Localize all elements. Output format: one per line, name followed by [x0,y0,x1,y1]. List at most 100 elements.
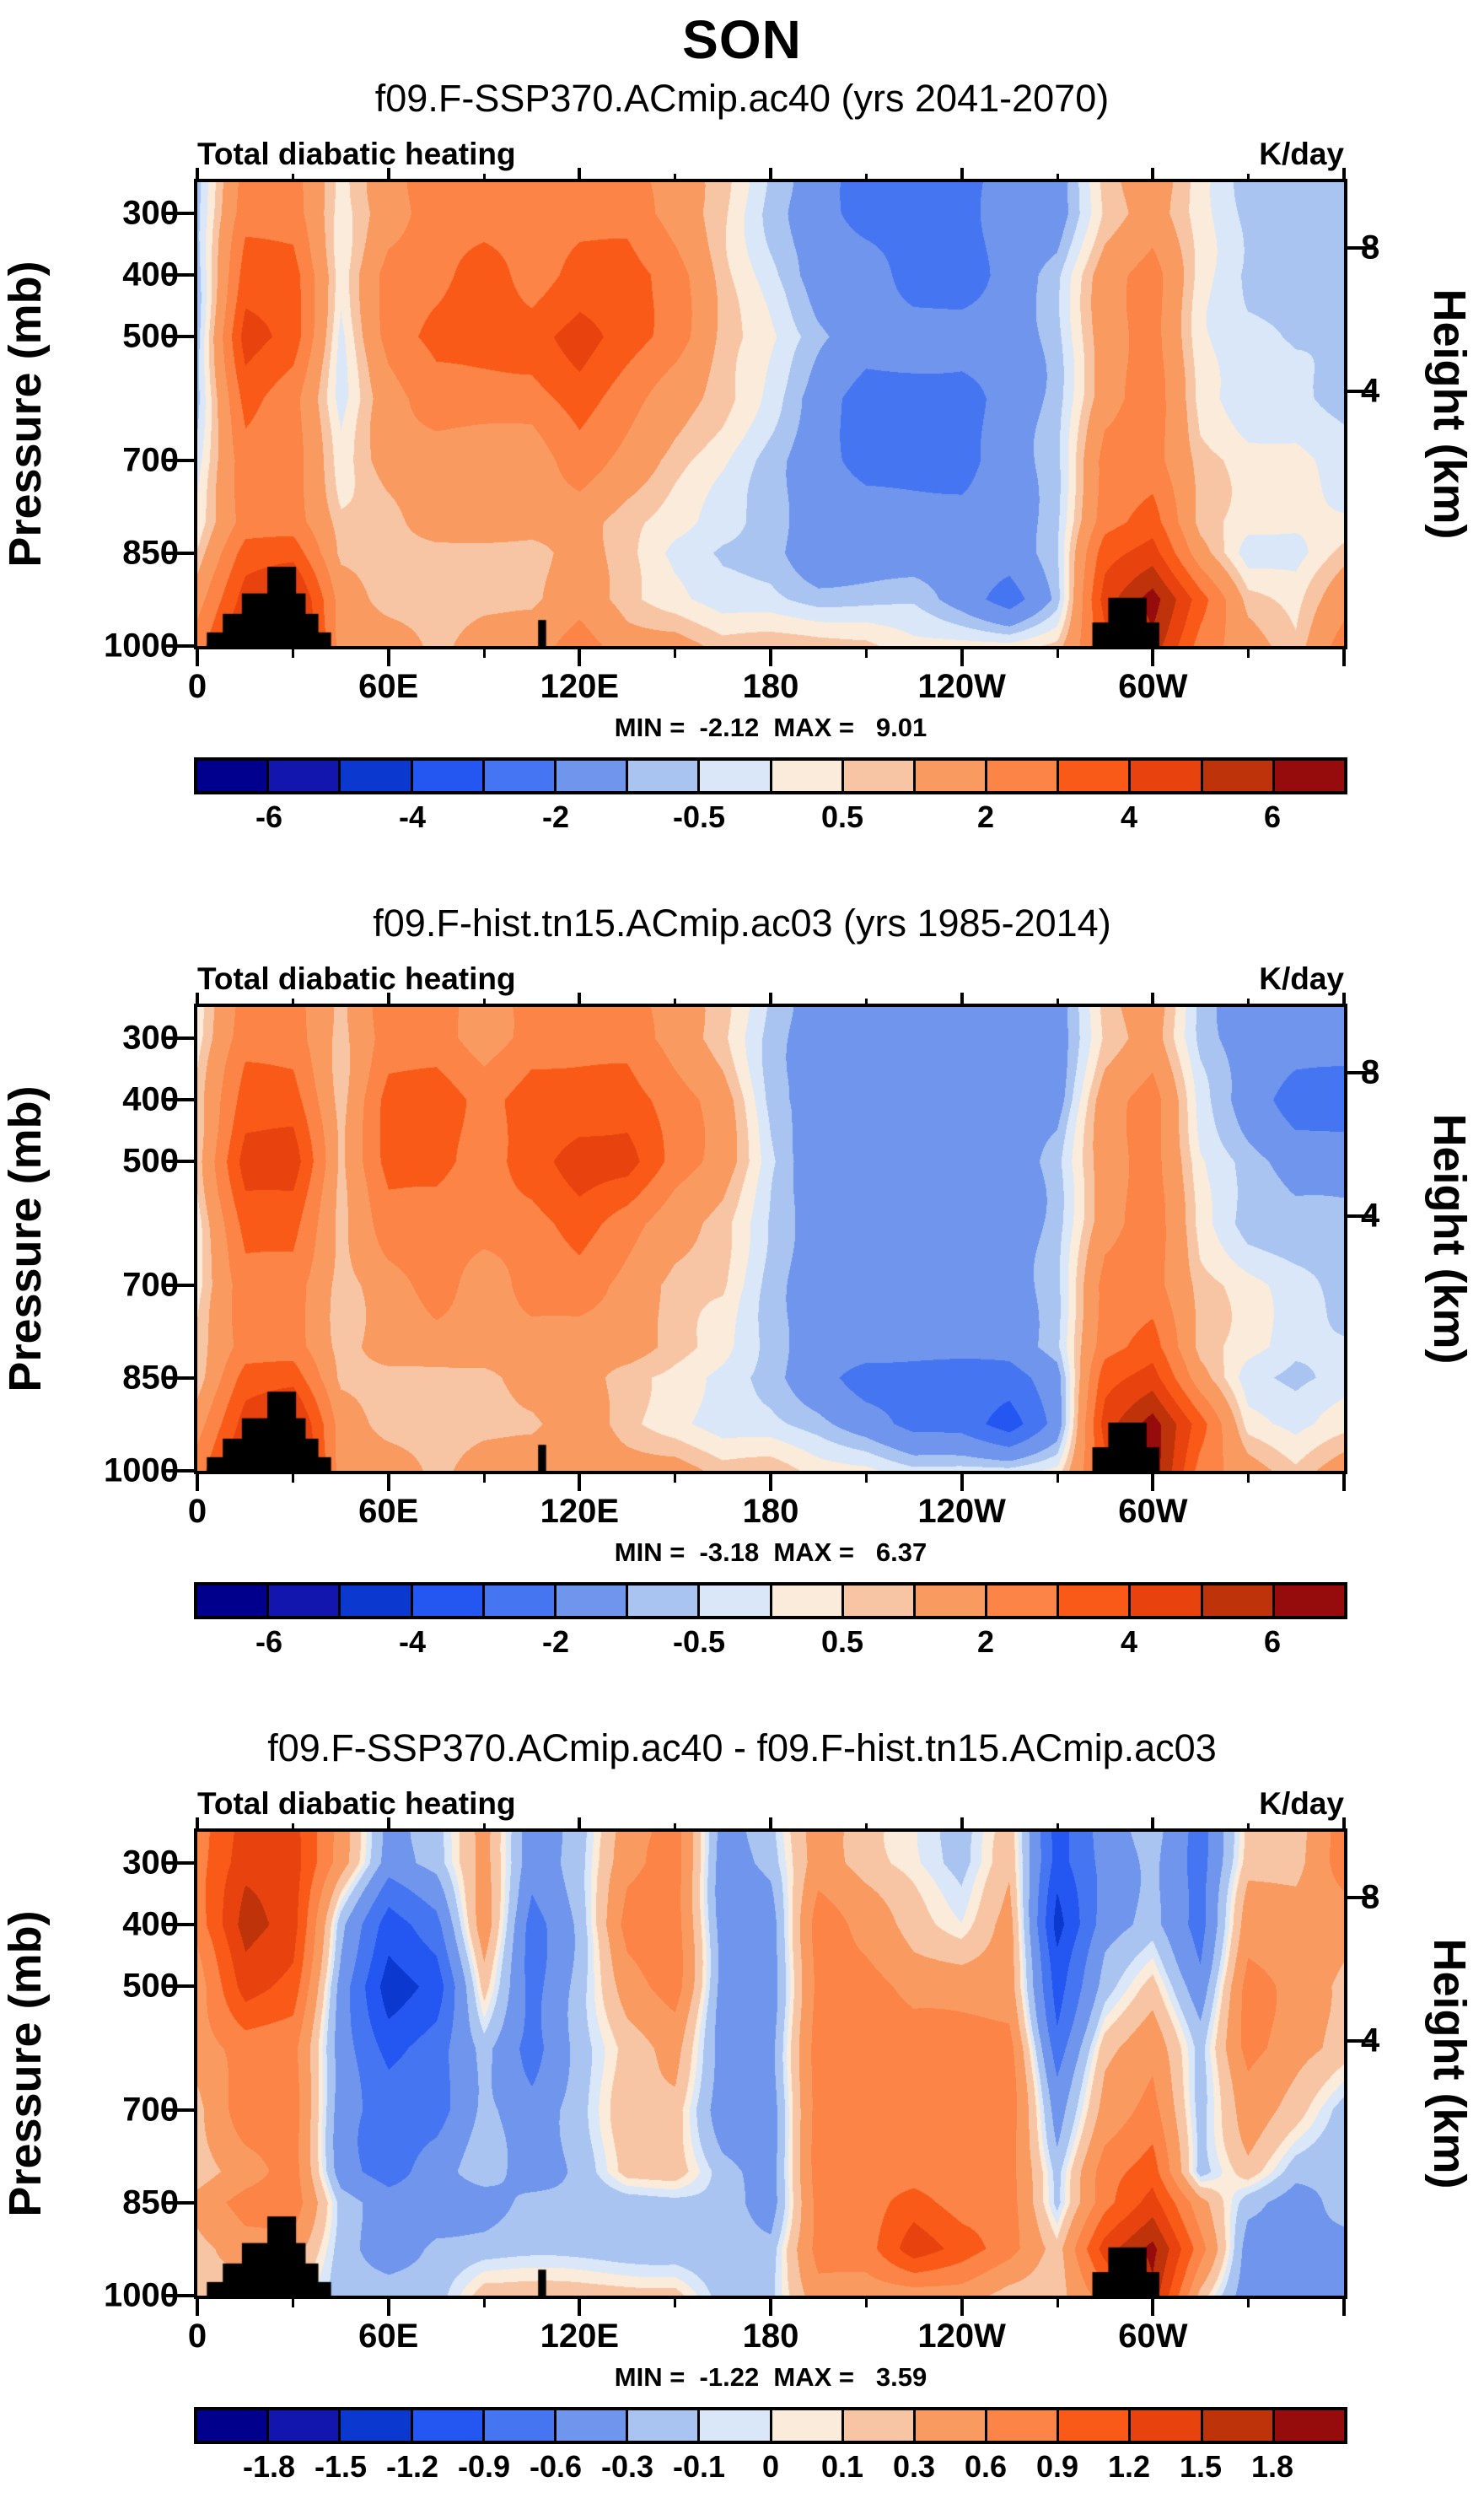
x-minor-tick [482,646,486,658]
colorbar-tick-label: -6 [255,1624,283,1659]
colorbar-cell [628,2410,701,2441]
x-major-tick [196,646,199,666]
x-minor-tick [864,1471,868,1483]
colorbar-cell [197,2410,270,2441]
colorbar-tick-label: 2 [976,1624,995,1659]
colorbar-tick-label: 1.5 [1179,2449,1223,2484]
x-tick-label: 120W [917,1493,1006,1530]
x-major-tick-top [1151,1817,1155,1832]
colorbar-cell [269,761,341,791]
colorbar [194,2407,1347,2444]
x-major-tick [1342,646,1346,666]
x-major-tick [960,2296,964,2316]
colorbar-cell [1131,761,1203,791]
colorbar-tick-label: -0.5 [672,1624,726,1659]
colorbar-cell [843,761,916,791]
x-major-tick [578,2296,582,2316]
x-minor-tick [674,646,677,658]
min-max-label: MIN = -1.22 MAX = 3.59 [614,2362,928,2392]
x-major-tick-top [196,993,199,1007]
x-minor-tick [864,646,868,658]
field-label: Total diabatic heating [197,137,516,171]
colorbar-cell [1059,2410,1132,2441]
x-tick-label: 0 [187,668,207,705]
pressure-tick [164,552,197,555]
min-max-label: MIN = -2.12 MAX = 9.01 [614,713,928,742]
height-tick-label: 4 [1361,2022,1380,2059]
x-major-tick [1342,1471,1346,1491]
x-minor-tick-top [1056,174,1059,182]
colorbar-cell [700,761,772,791]
x-minor-tick [1247,646,1250,658]
colorbar-cell [1059,1586,1132,1616]
height-tick [1344,2038,1376,2043]
colorbar-cell [1202,2410,1275,2441]
x-major-tick-top [386,993,390,1007]
colorbar-tick-label: -0.5 [672,800,726,834]
x-minor-tick [674,1471,677,1483]
x-minor-tick-top [864,1823,868,1832]
x-major-tick [386,646,390,666]
x-minor-tick-top [1247,174,1250,182]
x-minor-tick-top [1247,1823,1250,1832]
x-tick-label: 120W [917,2318,1006,2355]
colorbar-cell [484,2410,556,2441]
colorbar-tick-label: 4 [1120,800,1138,834]
pressure-tick [164,1469,197,1473]
min-max-label: MIN = -3.18 MAX = 6.37 [614,1537,928,1567]
x-major-tick-top [196,168,199,182]
colorbar-tick-label: -1.5 [314,2449,368,2484]
colorbar-tick-label: 0 [761,2449,780,2484]
panel-ssp370: f09.F-SSP370.ACmip.ac40 (yrs 2041-2070) … [0,76,1484,838]
height-tick-label: 8 [1361,229,1380,267]
x-minor-tick-top [674,174,677,182]
colorbar-cell [987,2410,1060,2441]
x-major-tick [960,1471,964,1491]
x-minor-tick-top [674,999,677,1007]
colorbar-cell [1131,2410,1203,2441]
colorbar-cell [341,1586,413,1616]
pressure-tick [164,644,197,648]
x-major-tick [386,1471,390,1491]
field-label: Total diabatic heating [197,961,516,996]
height-tick [1344,1896,1376,1900]
colorbar-tick-label: -4 [398,1624,427,1659]
units-label: K/day [1259,137,1344,171]
x-minor-tick-top [482,174,486,182]
colorbar-cell [843,1586,916,1616]
x-major-tick-top [386,168,390,182]
x-tick-label: 60E [358,668,419,705]
colorbar-cell [1059,761,1132,791]
pressure-tick [164,1160,197,1164]
pressure-tick [164,273,197,277]
x-minor-tick-top [291,1823,294,1832]
colorbar-cell [412,1586,485,1616]
x-major-tick [1342,2296,1346,2316]
x-tick-label: 60W [1118,668,1188,705]
colorbar-cell [700,2410,772,2441]
contour-canvas [197,1007,1344,1471]
colorbar-cell [341,2410,413,2441]
x-major-tick-top [769,1817,772,1832]
colorbar-tick-label: 1.2 [1107,2449,1151,2484]
colorbar-cell [1202,761,1275,791]
colorbar-tick-label: 0.5 [820,1624,864,1659]
colorbar-cell [915,761,988,791]
pressure-tick [164,2108,197,2112]
x-minor-tick-top [1247,999,1250,1007]
colorbar-tick-labels: -6 -4 -2 -0.5 0.5 2 4 6 [197,1623,1344,1663]
units-label: K/day [1259,961,1344,996]
x-major-tick-top [960,993,964,1007]
colorbar-tick-label: -0.3 [600,2449,654,2484]
x-minor-tick-top [1056,999,1059,1007]
x-tick-label: 120E [540,2318,620,2355]
colorbar-cell [1274,1586,1344,1616]
height-tick [1344,1214,1376,1218]
x-tick-label: 0 [187,1493,207,1530]
height-tick [1344,1071,1376,1075]
x-minor-tick-top [674,1823,677,1832]
x-major-tick-top [960,168,964,182]
height-axis-title: Height (km) [1424,1113,1475,1365]
panel-subtitle: f09.F-hist.tn15.ACmip.ac03 (yrs 1985-201… [373,902,1111,945]
x-minor-tick [674,2296,677,2307]
